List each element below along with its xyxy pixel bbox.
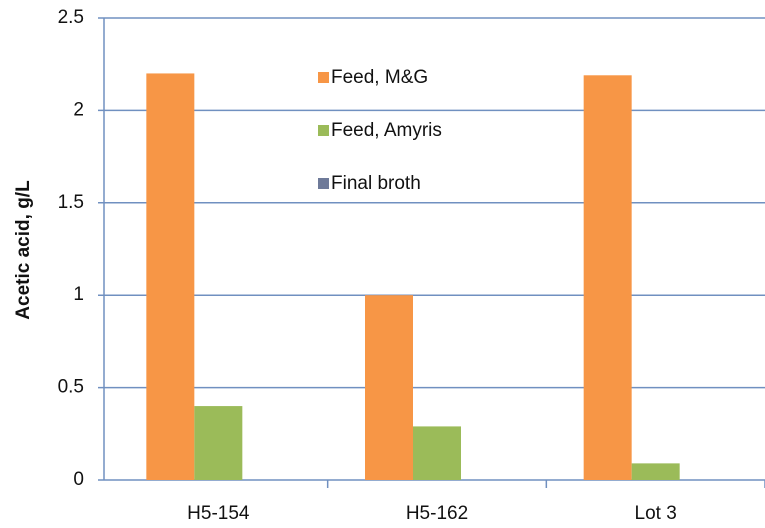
- x-tick-label: H5-162: [406, 503, 468, 524]
- y-tick-label: 2: [73, 99, 84, 120]
- bar: [365, 295, 413, 480]
- y-tick-label: 1: [73, 284, 84, 305]
- bar: [631, 463, 680, 480]
- y-tick-label: 2.5: [58, 7, 84, 28]
- bar: [146, 73, 195, 480]
- bar: [194, 406, 243, 480]
- legend-swatch: [318, 125, 329, 136]
- bar: [413, 426, 461, 480]
- legend-label: Feed, M&G: [331, 67, 428, 88]
- x-tick-label: Lot 3: [635, 503, 677, 524]
- legend-swatch: [318, 72, 329, 83]
- legend-label: Final broth: [331, 173, 421, 194]
- y-axis-label: Acetic acid, g/L: [13, 180, 34, 320]
- bar: [583, 75, 632, 481]
- x-tick-label: H5-154: [187, 503, 250, 524]
- legend-label: Feed, Amyris: [331, 120, 442, 141]
- y-tick-label: 0.5: [58, 377, 84, 398]
- legend-swatch: [318, 178, 329, 189]
- y-tick-label: 1.5: [58, 192, 84, 213]
- y-tick-label: 0: [73, 469, 84, 490]
